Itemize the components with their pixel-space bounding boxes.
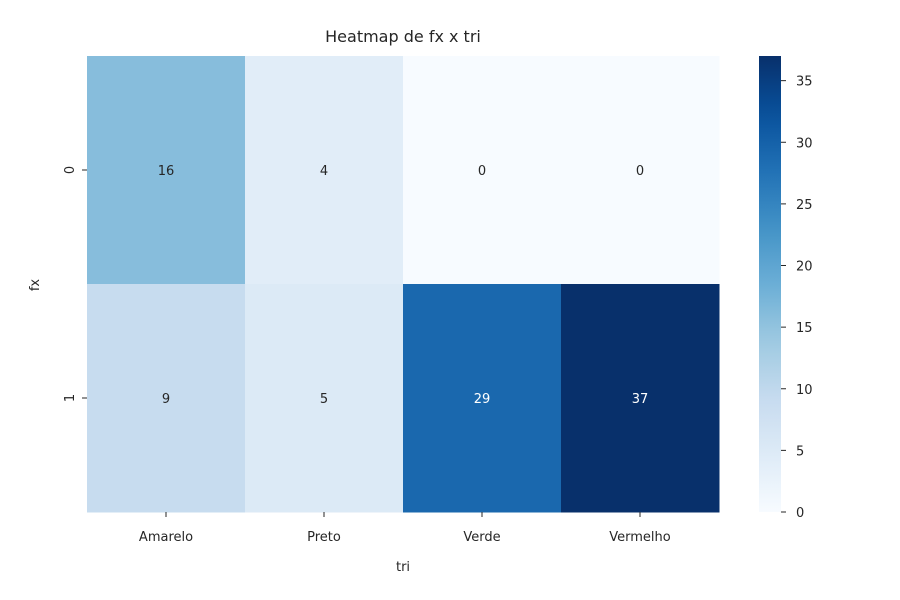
cell-value-label: 37: [632, 392, 649, 407]
cell-value-label: 0: [636, 164, 644, 179]
x-tick-label: Verde: [463, 530, 500, 545]
colorbar-tick-label: 5: [796, 444, 804, 459]
colorbar-tick-label: 25: [796, 198, 813, 213]
colorbar-tick-label: 20: [796, 260, 813, 275]
colorbar-tick-label: 30: [796, 136, 813, 151]
x-axis: Amarelo Preto Verde Vermelho: [139, 512, 671, 545]
y-axis-label: fx: [28, 279, 43, 292]
colorbar: 0 5 10 15 20 25 30 35: [759, 56, 813, 521]
y-tick-label: 1: [63, 394, 78, 402]
cell-value-label: 5: [320, 392, 328, 407]
y-tick-label: 0: [63, 166, 78, 174]
x-tick-label: Amarelo: [139, 530, 193, 545]
heatmap-cell: [245, 56, 404, 285]
heatmap-cell: [561, 56, 720, 285]
x-tick-label: Preto: [307, 530, 341, 545]
y-axis: 01: [63, 166, 87, 402]
heatmap-cell: [403, 56, 562, 285]
heatmap-cell: [561, 284, 720, 513]
cell-value-label: 29: [474, 392, 491, 407]
heatmap-cell: [403, 284, 562, 513]
heatmap-cell: [87, 56, 246, 285]
heatmap-cell: [87, 284, 246, 513]
colorbar-tick-label: 0: [796, 506, 804, 521]
colorbar-tick-label: 15: [796, 321, 813, 336]
chart-title: Heatmap de fx x tri: [325, 27, 481, 46]
cell-value-label: 0: [478, 164, 486, 179]
x-tick-label: Vermelho: [609, 530, 671, 545]
heatmap-grid: 16 4 0 0 9 5 29 37: [87, 56, 720, 513]
colorbar-gradient: [759, 56, 781, 512]
cell-value-label: 16: [158, 164, 175, 179]
heatmap-cell: [245, 284, 404, 513]
colorbar-tick-label: 35: [796, 75, 813, 90]
cell-value-label: 4: [320, 164, 328, 179]
x-axis-label: tri: [396, 560, 410, 575]
colorbar-tick-label: 10: [796, 383, 813, 398]
cell-value-label: 9: [162, 392, 170, 407]
